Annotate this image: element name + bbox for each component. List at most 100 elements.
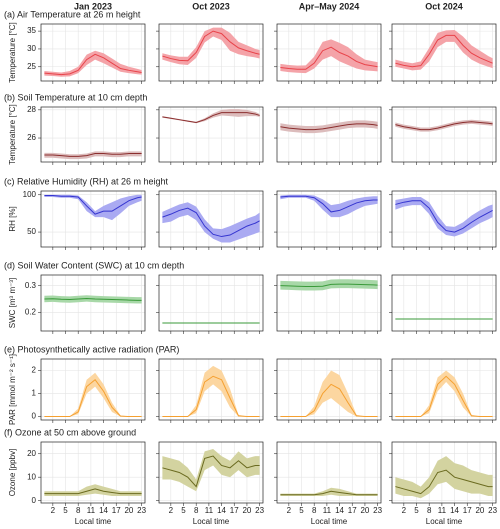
panel-border — [276, 23, 382, 82]
y-axis-label: RH [%] — [8, 206, 17, 231]
x-tick-label: 23 — [373, 506, 382, 515]
x-tick-label: 11 — [205, 506, 214, 515]
band — [395, 196, 493, 237]
plot-area — [159, 275, 263, 331]
panel-border — [158, 358, 264, 421]
y-axis-label: Temperature [°C] — [8, 22, 17, 83]
panel-border — [391, 274, 497, 332]
band — [395, 30, 493, 71]
column-title: Oct 2024 — [425, 1, 463, 11]
x-axis-label: Local time — [311, 517, 348, 526]
band — [280, 370, 378, 417]
band — [162, 365, 260, 417]
y-tick-label: 20 — [27, 449, 36, 458]
line — [44, 488, 142, 495]
panel-border — [40, 106, 146, 163]
x-tick-label: 17 — [348, 506, 357, 515]
panel-title: (a) Air Temperature at 26 m height — [4, 9, 141, 19]
band — [44, 194, 142, 221]
y-tick-label: 28 — [27, 105, 36, 114]
x-tick-label: 2 — [402, 506, 407, 515]
y-tick-label: 26 — [27, 133, 36, 142]
line — [162, 207, 260, 238]
panel-border — [391, 23, 497, 82]
x-tick-label: 11 — [87, 506, 96, 515]
x-axis-label: Local time — [75, 517, 112, 526]
line — [162, 112, 260, 124]
x-tick-label: 11 — [438, 506, 447, 515]
line — [162, 455, 260, 488]
line — [162, 375, 260, 418]
panel-border — [276, 106, 382, 163]
plot-area — [392, 359, 496, 420]
band — [162, 27, 260, 65]
x-tick-label: 23 — [255, 506, 264, 515]
line — [280, 123, 378, 131]
column-title: Oct 2023 — [192, 1, 230, 11]
line — [44, 378, 142, 418]
y-tick-label: 0.2 — [25, 307, 37, 316]
line — [395, 34, 493, 68]
panel-border — [40, 441, 146, 504]
panel-border — [276, 358, 382, 421]
panel-title: (b) Soil Temperature at 10 cm depth — [4, 92, 147, 102]
panel-border — [391, 190, 497, 248]
y-tick-label: 0 — [32, 496, 37, 505]
x-tick-label: 8 — [76, 506, 81, 515]
x-tick-label: 2 — [169, 506, 174, 515]
y-axis-label: PAR [mmol m⁻² s⁻¹] — [8, 354, 17, 425]
y-axis-label: Ozone [ppbv] — [8, 449, 17, 497]
panel-border — [276, 274, 382, 332]
x-tick-label: 11 — [323, 506, 332, 515]
panel-title: (d) Soil Water Content (SWC) at 10 cm de… — [4, 260, 184, 270]
y-axis-label: Temperature [°C] — [8, 104, 17, 165]
y-tick-label: 0 — [32, 412, 37, 421]
line — [280, 46, 378, 70]
panel-border — [40, 23, 146, 82]
plot-area — [392, 275, 496, 331]
x-tick-label: 17 — [230, 506, 239, 515]
panel-border — [391, 358, 497, 421]
panel-border — [158, 274, 264, 332]
band — [395, 119, 493, 132]
plot-area — [159, 191, 263, 247]
x-tick-label: 2 — [287, 506, 292, 515]
x-tick-label: 5 — [414, 506, 419, 515]
line — [280, 490, 378, 496]
y-tick-label: 10 — [27, 472, 36, 481]
band — [395, 370, 493, 417]
panel-border — [158, 190, 264, 248]
x-tick-label: 14 — [99, 506, 108, 515]
column-title: Jan 2023 — [74, 1, 112, 11]
line — [280, 383, 378, 418]
y-tick-label: 100 — [23, 190, 37, 199]
x-tick-label: 17 — [463, 506, 472, 515]
band — [395, 456, 493, 499]
column-title: Apr–May 2024 — [299, 1, 360, 11]
x-axis-label: Local time — [193, 517, 230, 526]
x-tick-label: 5 — [299, 506, 304, 515]
panel-border — [158, 23, 264, 82]
y-tick-label: 50 — [27, 227, 36, 236]
plot-area — [41, 359, 145, 420]
x-axis-label: Local time — [426, 517, 463, 526]
x-tick-label: 2 — [51, 506, 56, 515]
plot-area — [392, 107, 496, 162]
y-tick-label: 2 — [32, 366, 37, 375]
y-tick-label: 25 — [27, 62, 36, 71]
panel-border — [391, 106, 497, 163]
band — [280, 194, 378, 218]
panel-title: (e) Photosynthetically active radiation … — [4, 344, 179, 354]
plot-area — [277, 107, 381, 162]
x-tick-label: 8 — [194, 506, 199, 515]
x-tick-label: 14 — [335, 506, 344, 515]
line — [395, 200, 493, 233]
y-axis-label: SWC [m³ m⁻³] — [8, 278, 17, 328]
panel-border — [40, 358, 146, 421]
line — [44, 153, 142, 157]
x-tick-label: 14 — [217, 506, 226, 515]
x-tick-label: 8 — [312, 506, 317, 515]
panel-border — [158, 106, 264, 163]
x-tick-label: 20 — [124, 506, 133, 515]
panel-border — [40, 274, 146, 332]
